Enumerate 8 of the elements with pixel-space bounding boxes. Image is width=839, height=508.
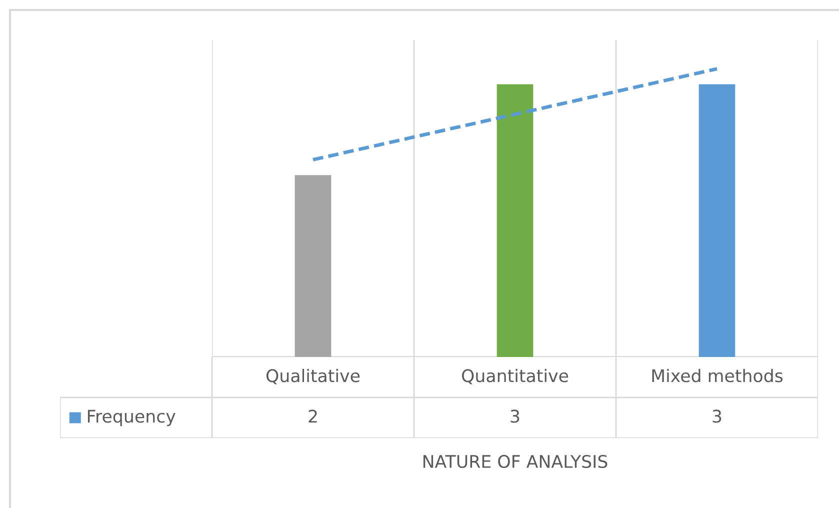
data-label: 2 [308,410,317,423]
x-tick-label: Quantitative [462,368,568,384]
data-label: 3 [510,410,520,423]
x-tick-label: Qualitative [266,368,360,384]
x-axis-title: NATURE OF ANALYSIS [423,454,608,468]
data-label: 3 [712,410,722,423]
legend-label: Frequency [88,410,176,426]
x-tick-label: Mixed methods [652,368,783,382]
